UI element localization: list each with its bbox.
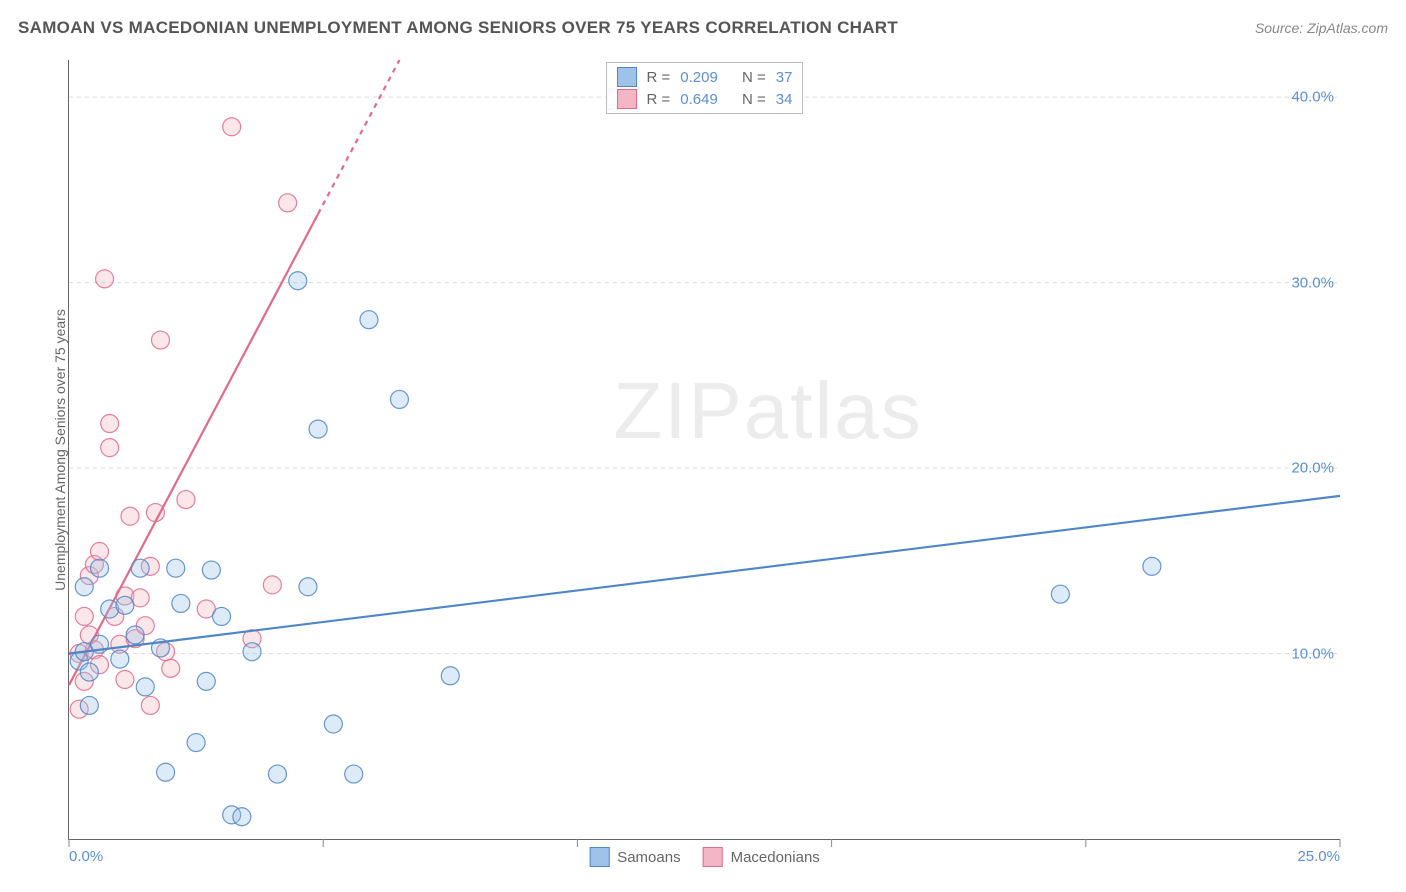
y-tick-label: 30.0% <box>1291 274 1334 291</box>
legend-item-samoans: Samoans <box>589 847 680 867</box>
plot-region: Unemployment Among Seniors over 75 years… <box>50 60 1340 840</box>
swatch-icon <box>617 89 637 109</box>
legend-item-macedonians: Macedonians <box>703 847 820 867</box>
y-tick-label: 20.0% <box>1291 460 1334 477</box>
scatter-plot: ZIPatlas R = 0.209 N = 37 R = 0.649 N = … <box>68 60 1340 840</box>
corr-row-macedonians: R = 0.649 N = 34 <box>613 88 797 110</box>
y-axis-label: Unemployment Among Seniors over 75 years <box>52 309 68 591</box>
chart-title: SAMOAN VS MACEDONIAN UNEMPLOYMENT AMONG … <box>18 18 898 38</box>
swatch-icon <box>589 847 609 867</box>
correlation-legend: R = 0.209 N = 37 R = 0.649 N = 34 <box>606 62 804 114</box>
plot-svg <box>69 60 1340 839</box>
x-tick-label: 25.0% <box>1297 848 1340 865</box>
x-tick-label: 0.0% <box>69 848 103 865</box>
series-legend: Samoans Macedonians <box>589 847 820 867</box>
y-tick-label: 40.0% <box>1291 89 1334 106</box>
source-label: Source: ZipAtlas.com <box>1255 20 1388 36</box>
swatch-icon <box>703 847 723 867</box>
swatch-icon <box>617 67 637 87</box>
title-bar: SAMOAN VS MACEDONIAN UNEMPLOYMENT AMONG … <box>18 18 1388 38</box>
corr-row-samoans: R = 0.209 N = 37 <box>613 66 797 88</box>
y-tick-label: 10.0% <box>1291 645 1334 662</box>
